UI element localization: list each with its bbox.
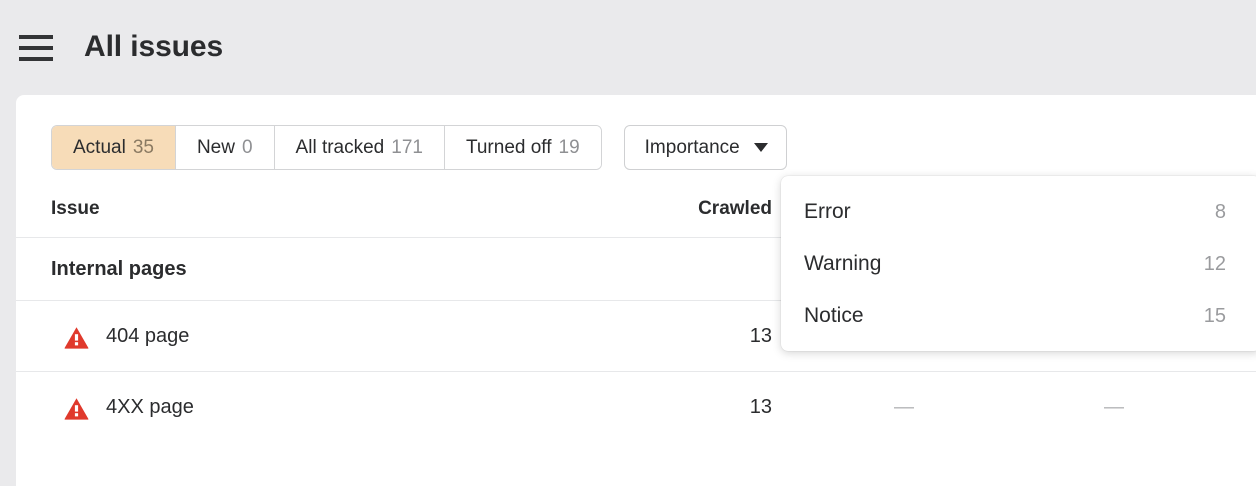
group-label-internal-pages: Internal pages xyxy=(51,257,187,280)
hamburger-icon[interactable] xyxy=(19,31,53,65)
table-row[interactable]: 4XX page 13 — — xyxy=(16,372,1256,442)
issue-value-b: — xyxy=(894,395,914,418)
dropdown-item-error-count: 8 xyxy=(1214,200,1226,223)
column-header-crawled[interactable]: Crawled xyxy=(698,198,772,219)
dropdown-item-warning[interactable]: Warning 12 xyxy=(781,238,1256,290)
tab-turned-off-label: Turned off xyxy=(465,136,552,158)
dropdown-item-error[interactable]: Error 8 xyxy=(781,186,1256,238)
dropdown-item-notice[interactable]: Notice 15 xyxy=(781,290,1256,342)
error-triangle-icon xyxy=(64,326,89,349)
dropdown-item-error-label: Error xyxy=(804,200,851,223)
page-header: All issues xyxy=(0,0,1256,95)
tab-new-count: 0 xyxy=(241,136,253,158)
tab-all-tracked[interactable]: All tracked 171 xyxy=(274,126,445,169)
issues-table: Issue Crawled N Internal pages 404 page xyxy=(16,181,1256,442)
hamburger-bar xyxy=(19,45,53,50)
hamburger-bar xyxy=(19,56,53,61)
issue-name-cell: 4XX page xyxy=(16,395,636,420)
tab-all-tracked-count: 171 xyxy=(391,136,423,158)
error-triangle-icon xyxy=(64,397,89,420)
issue-name: 4XX page xyxy=(106,395,194,418)
tab-actual[interactable]: Actual 35 xyxy=(52,126,176,169)
dropdown-item-warning-label: Warning xyxy=(804,252,882,275)
page-title: All issues xyxy=(84,29,224,63)
tab-turned-off[interactable]: Turned off 19 xyxy=(444,126,601,169)
tab-actual-label: Actual xyxy=(73,136,126,158)
issue-crawled-value: 13 xyxy=(749,395,772,418)
dropdown-item-notice-label: Notice xyxy=(804,304,864,327)
table-group-row: Internal pages xyxy=(16,238,1256,301)
issue-name: 404 page xyxy=(106,324,190,347)
column-header-issue[interactable]: Issue xyxy=(51,198,100,219)
dropdown-item-warning-count: 12 xyxy=(1203,252,1226,275)
issue-name-cell: 404 page xyxy=(16,324,636,349)
hamburger-bar xyxy=(19,34,53,39)
tab-actual-count: 35 xyxy=(132,136,154,158)
issue-value-c: — xyxy=(1104,395,1124,418)
tab-new[interactable]: New 0 xyxy=(175,126,275,169)
tab-all-tracked-label: All tracked xyxy=(295,136,385,158)
tab-turned-off-count: 19 xyxy=(558,136,580,158)
table-header-row: Issue Crawled N xyxy=(16,181,1256,238)
issue-crawled-value: 13 xyxy=(749,324,772,347)
importance-dropdown-menu: Error 8 Warning 12 Notice 15 xyxy=(781,176,1256,351)
issue-status-tabs: Actual 35 New 0 All tracked 171 Turned o… xyxy=(51,125,602,170)
dropdown-item-notice-count: 15 xyxy=(1203,304,1226,327)
chevron-down-icon xyxy=(753,143,768,152)
filter-bar: Actual 35 New 0 All tracked 171 Turned o… xyxy=(51,125,787,170)
importance-filter-button[interactable]: Importance xyxy=(623,125,787,170)
importance-filter-label: Importance xyxy=(644,136,740,158)
tab-new-label: New xyxy=(196,136,235,158)
